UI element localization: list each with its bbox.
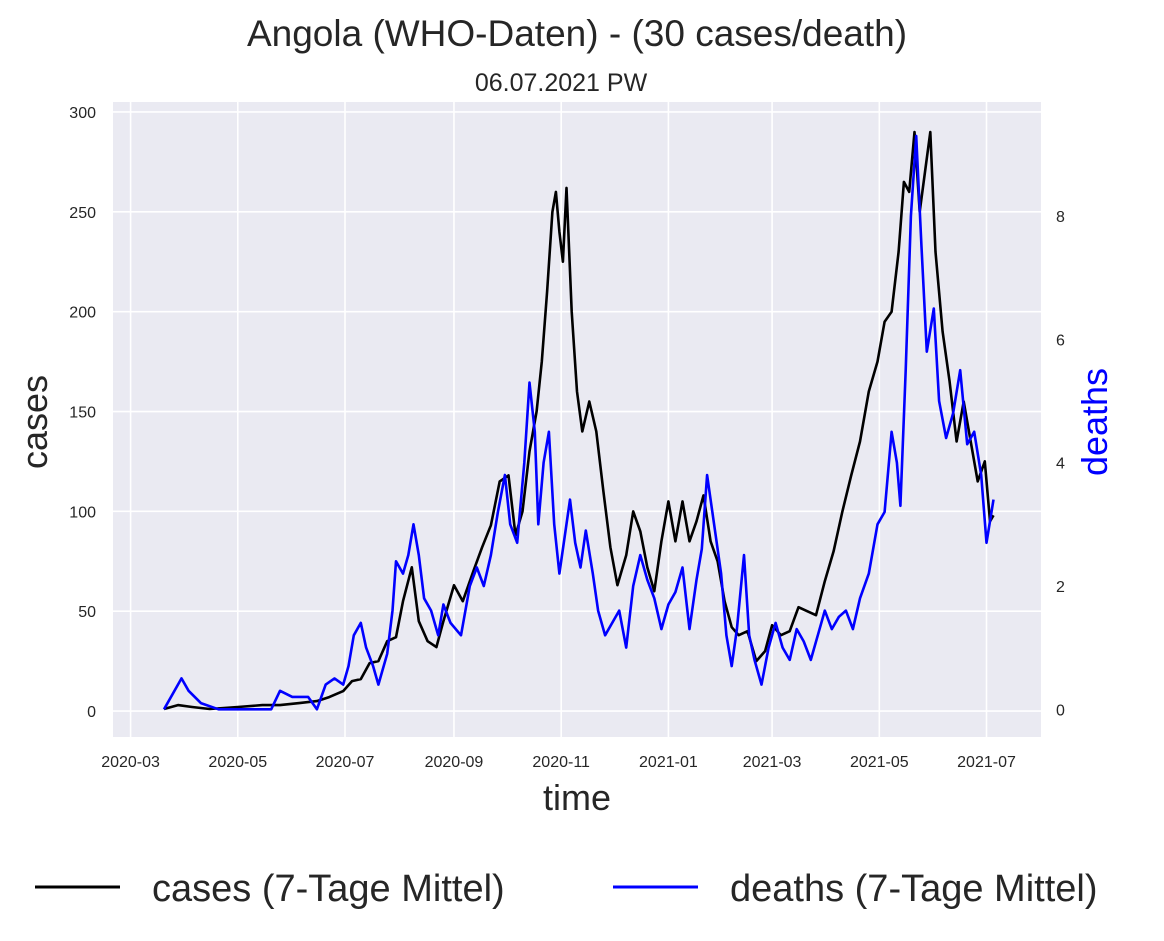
x-tick-label: 2021-03 — [743, 754, 802, 771]
y2-tick-label: 0 — [1056, 702, 1065, 719]
y-tick-label: 300 — [69, 105, 96, 122]
y2-tick-label: 6 — [1056, 332, 1065, 349]
x-tick-label: 2021-07 — [957, 754, 1016, 771]
x-tick-label: 2021-01 — [639, 754, 698, 771]
y-tick-label: 250 — [69, 205, 96, 222]
x-tick-label: 2020-09 — [425, 754, 484, 771]
y-tick-label: 0 — [87, 704, 96, 721]
chart-title: Angola (WHO-Daten) - (30 cases/death) — [247, 13, 907, 54]
chart-subtitle: 06.07.2021 PW — [475, 69, 648, 97]
y2-tick-label: 4 — [1056, 456, 1065, 473]
y2-tick-label: 8 — [1056, 209, 1065, 226]
y-axis-ticks: 0 50 100 150 200 250 300 — [69, 105, 96, 721]
x-tick-label: 2020-07 — [316, 754, 375, 771]
x-tick-label: 2021-05 — [850, 754, 909, 771]
y2-axis-label: deaths — [1074, 368, 1115, 476]
y-axis-label: cases — [14, 375, 55, 469]
cases-line — [163, 130, 995, 711]
y-tick-label: 100 — [69, 504, 96, 521]
grid-lines — [113, 102, 1041, 737]
y-tick-label: 200 — [69, 305, 96, 322]
legend: cases (7-Tage Mittel) deaths (7-Tage Mit… — [35, 868, 1098, 910]
x-axis-ticks: 2020-03 2020-05 2020-07 2020-09 2020-11 2021-… — [101, 754, 1016, 771]
legend-label-cases: cases (7-Tage Mittel) — [152, 868, 505, 910]
x-axis-label: time — [543, 777, 611, 818]
x-tick-label: 2020-05 — [208, 754, 267, 771]
y2-axis-ticks: 0 2 4 6 8 — [1056, 209, 1065, 719]
series-lines — [162, 130, 995, 711]
y-tick-label: 150 — [69, 405, 96, 422]
legend-label-deaths: deaths (7-Tage Mittel) — [730, 868, 1098, 910]
y2-tick-label: 2 — [1056, 579, 1065, 596]
x-tick-label: 2020-11 — [532, 754, 590, 771]
y-tick-label: 50 — [78, 604, 96, 621]
x-tick-label: 2020-03 — [101, 754, 160, 771]
plot-area — [113, 102, 1041, 737]
deaths-line — [162, 134, 995, 711]
